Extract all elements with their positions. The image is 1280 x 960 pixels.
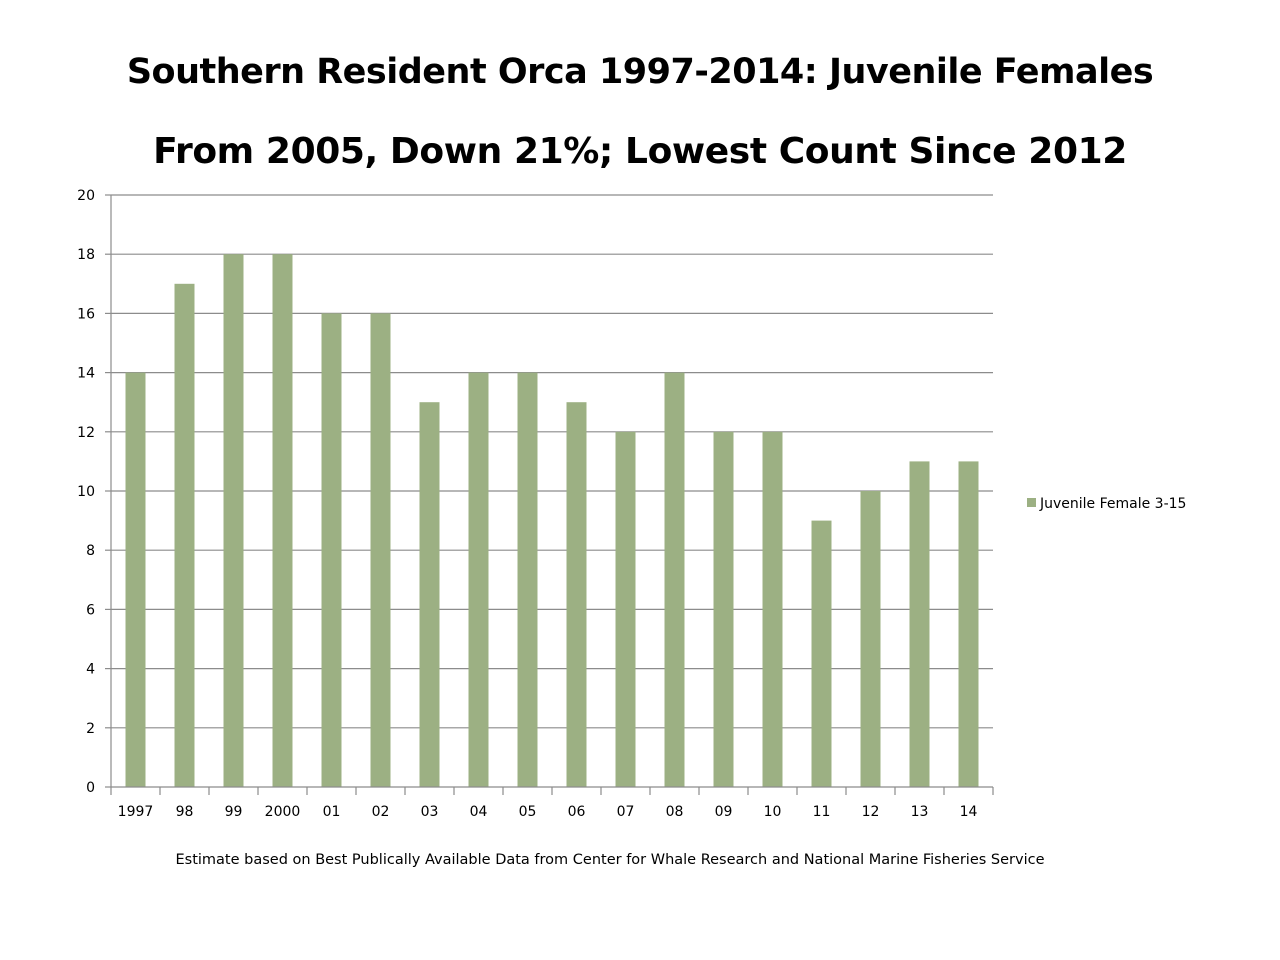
x-tick-label: 14 xyxy=(960,804,978,820)
x-tick-label: 13 xyxy=(911,804,929,820)
y-tick-labels: 0 2 4 6 8 10 12 14 16 18 20 xyxy=(77,188,95,796)
y-tick-label: 20 xyxy=(77,188,95,204)
bar-07 xyxy=(615,431,636,787)
y-tick-label: 4 xyxy=(86,662,95,678)
y-tick-label: 14 xyxy=(77,366,95,382)
bar-98 xyxy=(174,283,195,787)
y-tick-label: 10 xyxy=(77,484,95,500)
y-tick-label: 0 xyxy=(86,780,95,796)
x-tick-label: 05 xyxy=(519,804,537,820)
bar-01 xyxy=(321,313,342,787)
grid-lines xyxy=(111,194,993,729)
y-tick-label: 8 xyxy=(86,543,95,559)
y-tick-label: 16 xyxy=(77,306,95,322)
bar-04 xyxy=(468,372,489,787)
bar-1997 xyxy=(125,372,146,787)
x-tick-label: 99 xyxy=(225,804,243,820)
x-tick-label: 09 xyxy=(715,804,733,820)
chart-subtitle: From 2005, Down 21%; Lowest Count Since … xyxy=(153,131,1127,172)
x-tick-label: 98 xyxy=(176,804,194,820)
x-tick-label: 08 xyxy=(666,804,684,820)
bar-05 xyxy=(517,372,538,787)
bar-08 xyxy=(664,372,685,787)
y-tick-label: 12 xyxy=(77,425,95,441)
y-tick-label: 2 xyxy=(86,721,95,737)
x-tick-label: 03 xyxy=(421,804,439,820)
x-tick-label: 2000 xyxy=(265,804,301,820)
y-tick-label: 6 xyxy=(86,602,95,618)
bar-14 xyxy=(958,461,979,787)
legend: Juvenile Female 3-15 xyxy=(1027,496,1186,512)
x-tick-label: 01 xyxy=(323,804,341,820)
bar-11 xyxy=(811,520,832,787)
bar-03 xyxy=(419,402,440,787)
x-tick-label: 04 xyxy=(470,804,488,820)
x-tick-label: 11 xyxy=(813,804,831,820)
legend-label: Juvenile Female 3-15 xyxy=(1039,496,1186,512)
x-tick-label: 06 xyxy=(568,804,586,820)
source-footnote: Estimate based on Best Publically Availa… xyxy=(175,852,1045,868)
x-tick-label: 07 xyxy=(617,804,635,820)
x-tick-label: 10 xyxy=(764,804,782,820)
bars xyxy=(125,254,979,787)
y-tick-label: 18 xyxy=(77,247,95,263)
chart-title: Southern Resident Orca 1997-2014: Juveni… xyxy=(126,52,1154,92)
legend-swatch xyxy=(1027,498,1036,507)
x-tick-label: 12 xyxy=(862,804,880,820)
bar-10 xyxy=(762,431,783,787)
bar-13 xyxy=(909,461,930,787)
bar-09 xyxy=(713,431,734,787)
bar-2000 xyxy=(272,254,293,787)
bar-02 xyxy=(370,313,391,787)
bar-12 xyxy=(860,491,881,787)
x-tick-label: 1997 xyxy=(118,804,154,820)
bar-99 xyxy=(223,254,244,787)
x-tick-labels: 1997 98 99 2000 01 02 03 04 05 06 07 08 09 10 11 12 13 14 xyxy=(118,804,978,820)
bar-06 xyxy=(566,402,587,787)
x-tick-label: 02 xyxy=(372,804,390,820)
axes xyxy=(105,194,994,795)
